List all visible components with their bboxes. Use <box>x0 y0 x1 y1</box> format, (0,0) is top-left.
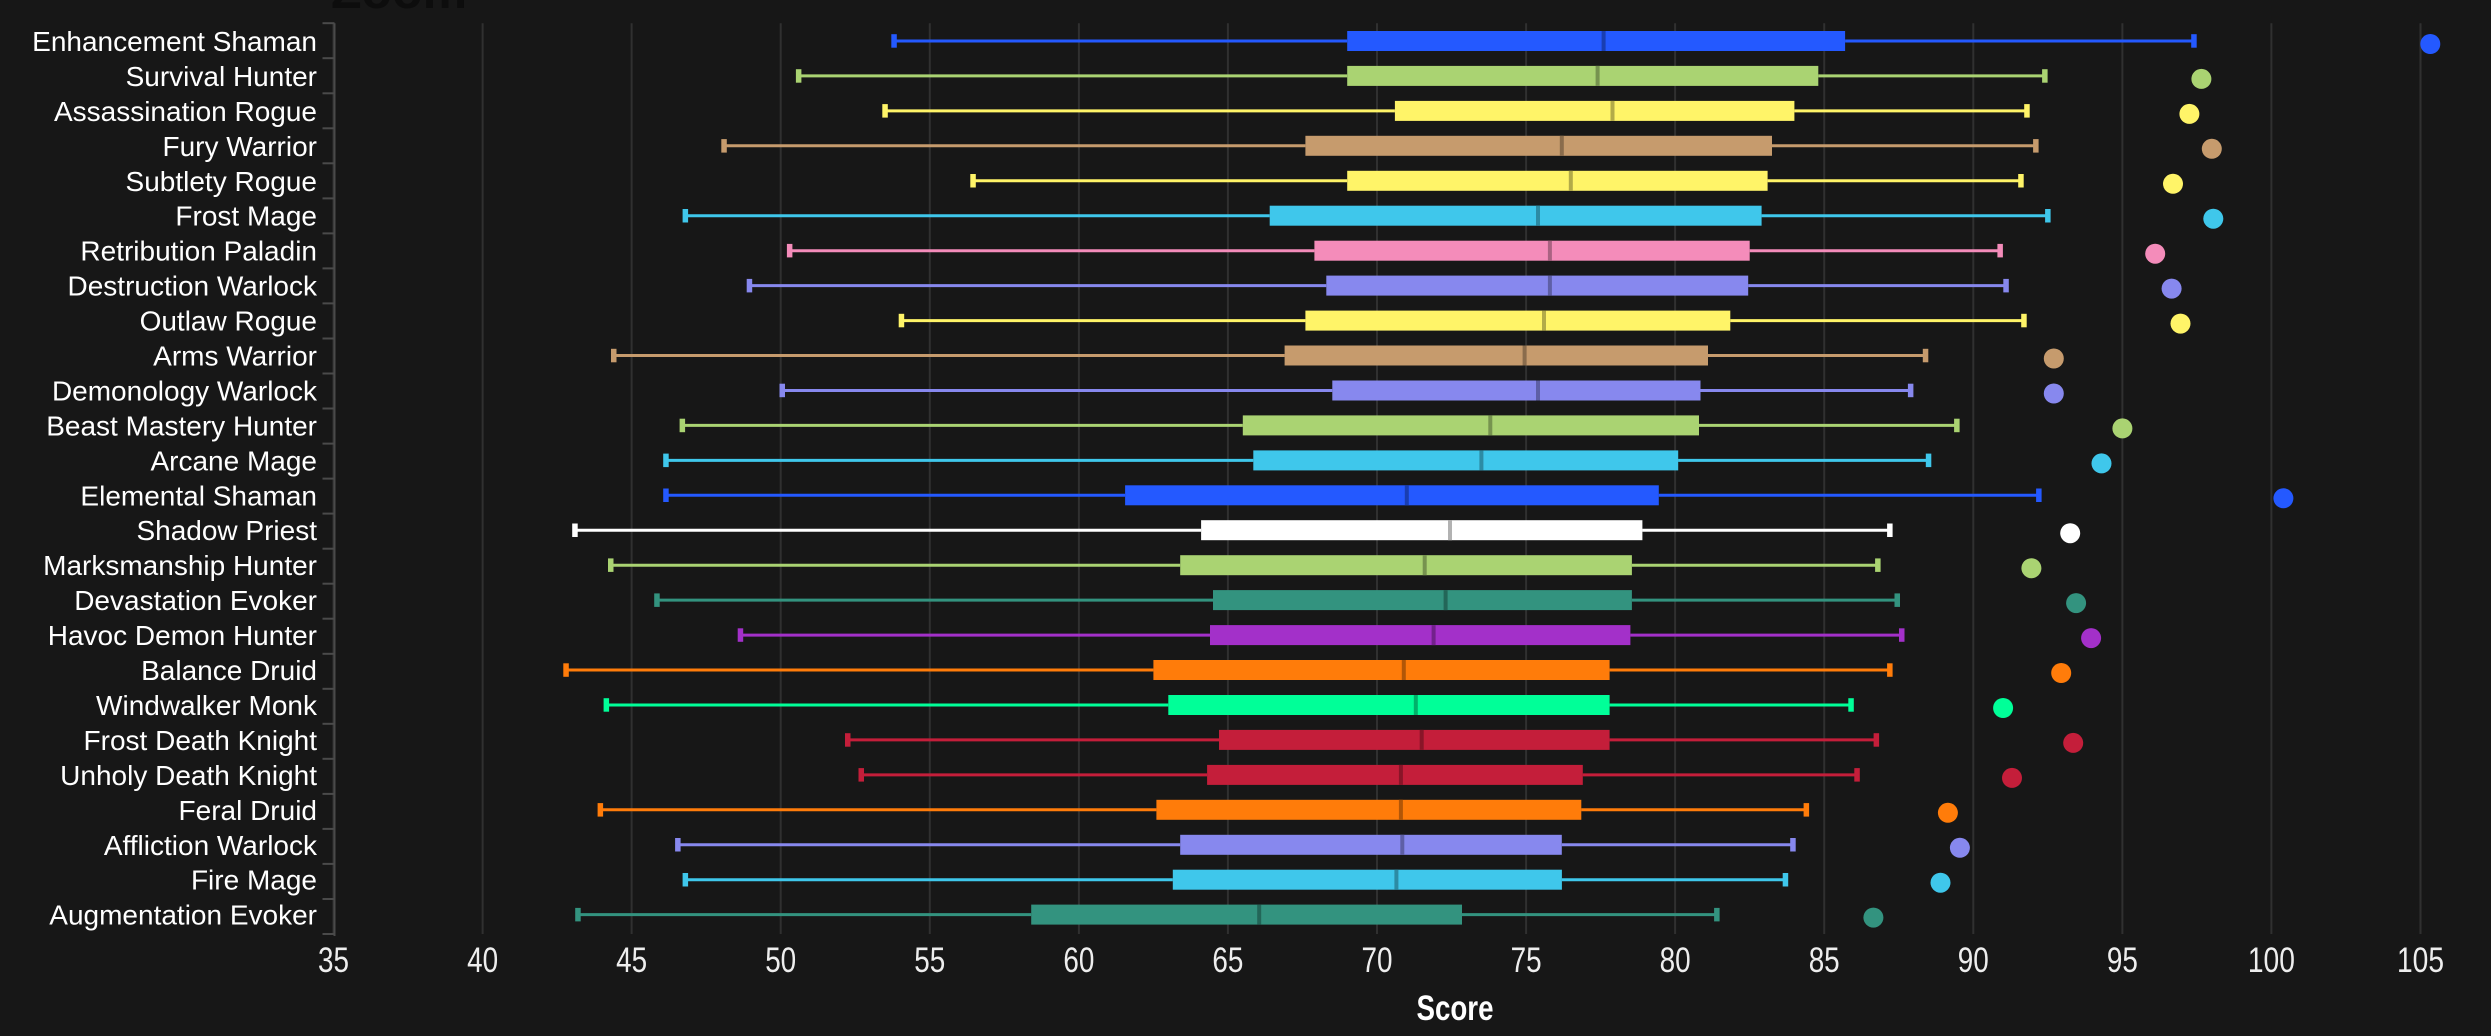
svg-text:Balance Druid: Balance Druid <box>141 655 317 686</box>
svg-text:75: 75 <box>1511 941 1542 980</box>
svg-text:Frost Death Knight: Frost Death Knight <box>84 725 318 756</box>
svg-text:Zoom: Zoom <box>331 0 467 19</box>
svg-text:Affliction Warlock: Affliction Warlock <box>104 830 318 861</box>
svg-text:Assassination Rogue: Assassination Rogue <box>54 96 317 127</box>
svg-text:Windwalker Monk: Windwalker Monk <box>96 690 318 721</box>
svg-text:Enhancement Shaman: Enhancement Shaman <box>32 26 317 57</box>
svg-text:Demonology Warlock: Demonology Warlock <box>52 376 318 407</box>
svg-text:Shadow Priest: Shadow Priest <box>136 515 317 546</box>
svg-text:40: 40 <box>467 941 498 980</box>
svg-text:Survival Hunter: Survival Hunter <box>126 61 317 92</box>
svg-text:Elemental Shaman: Elemental Shaman <box>80 480 317 511</box>
svg-text:Score: Score <box>1417 989 1494 1028</box>
svg-text:Subtlety Rogue: Subtlety Rogue <box>126 166 317 197</box>
svg-text:100: 100 <box>2248 941 2295 980</box>
svg-text:Frost Mage: Frost Mage <box>175 201 317 232</box>
svg-text:Fury Warrior: Fury Warrior <box>162 131 317 162</box>
svg-text:50: 50 <box>765 941 796 980</box>
svg-text:Devastation Evoker: Devastation Evoker <box>74 585 317 616</box>
svg-text:Augmentation Evoker: Augmentation Evoker <box>49 900 317 931</box>
svg-text:Arms Warrior: Arms Warrior <box>153 341 317 372</box>
svg-text:Unholy Death Knight: Unholy Death Knight <box>60 760 317 791</box>
svg-text:105: 105 <box>2397 941 2444 980</box>
svg-text:55: 55 <box>914 941 945 980</box>
svg-text:Marksmanship Hunter: Marksmanship Hunter <box>43 550 317 581</box>
svg-text:35: 35 <box>318 941 349 980</box>
svg-text:Havoc Demon Hunter: Havoc Demon Hunter <box>48 620 317 651</box>
svg-text:Destruction Warlock: Destruction Warlock <box>68 271 318 302</box>
svg-text:90: 90 <box>1958 941 1989 980</box>
svg-text:45: 45 <box>616 941 647 980</box>
svg-text:85: 85 <box>1809 941 1840 980</box>
svg-text:65: 65 <box>1212 941 1243 980</box>
svg-text:60: 60 <box>1063 941 1094 980</box>
svg-text:Outlaw Rogue: Outlaw Rogue <box>140 306 317 337</box>
svg-text:Fire Mage: Fire Mage <box>191 865 317 896</box>
svg-text:95: 95 <box>2107 941 2138 980</box>
svg-text:70: 70 <box>1362 941 1393 980</box>
svg-text:Feral Druid: Feral Druid <box>179 795 317 826</box>
svg-text:Retribution Paladin: Retribution Paladin <box>80 236 317 267</box>
svg-text:Beast Mastery Hunter: Beast Mastery Hunter <box>46 410 317 441</box>
svg-text:Arcane Mage: Arcane Mage <box>150 445 317 476</box>
svg-text:80: 80 <box>1660 941 1691 980</box>
